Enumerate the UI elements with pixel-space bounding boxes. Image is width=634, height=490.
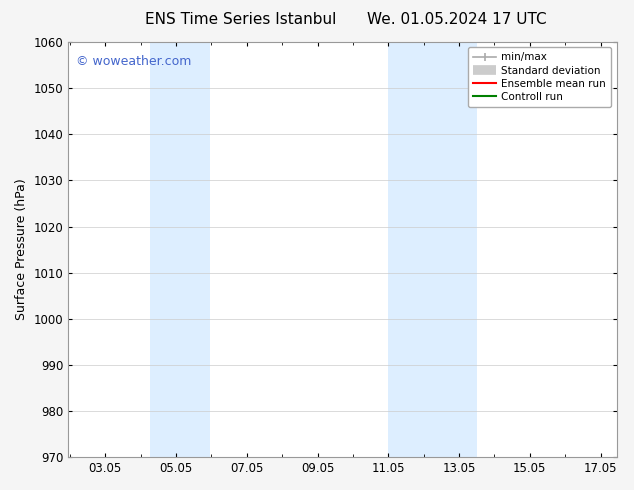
- Bar: [389, 42, 424, 457]
- Text: ENS Time Series Istanbul: ENS Time Series Istanbul: [145, 12, 337, 27]
- Text: © woweather.com: © woweather.com: [76, 54, 191, 68]
- Bar: [150, 42, 210, 457]
- Legend: min/max, Standard deviation, Ensemble mean run, Controll run: min/max, Standard deviation, Ensemble me…: [468, 47, 611, 107]
- Y-axis label: Surface Pressure (hPa): Surface Pressure (hPa): [15, 179, 28, 320]
- Text: We. 01.05.2024 17 UTC: We. 01.05.2024 17 UTC: [366, 12, 547, 27]
- Bar: [424, 42, 477, 457]
